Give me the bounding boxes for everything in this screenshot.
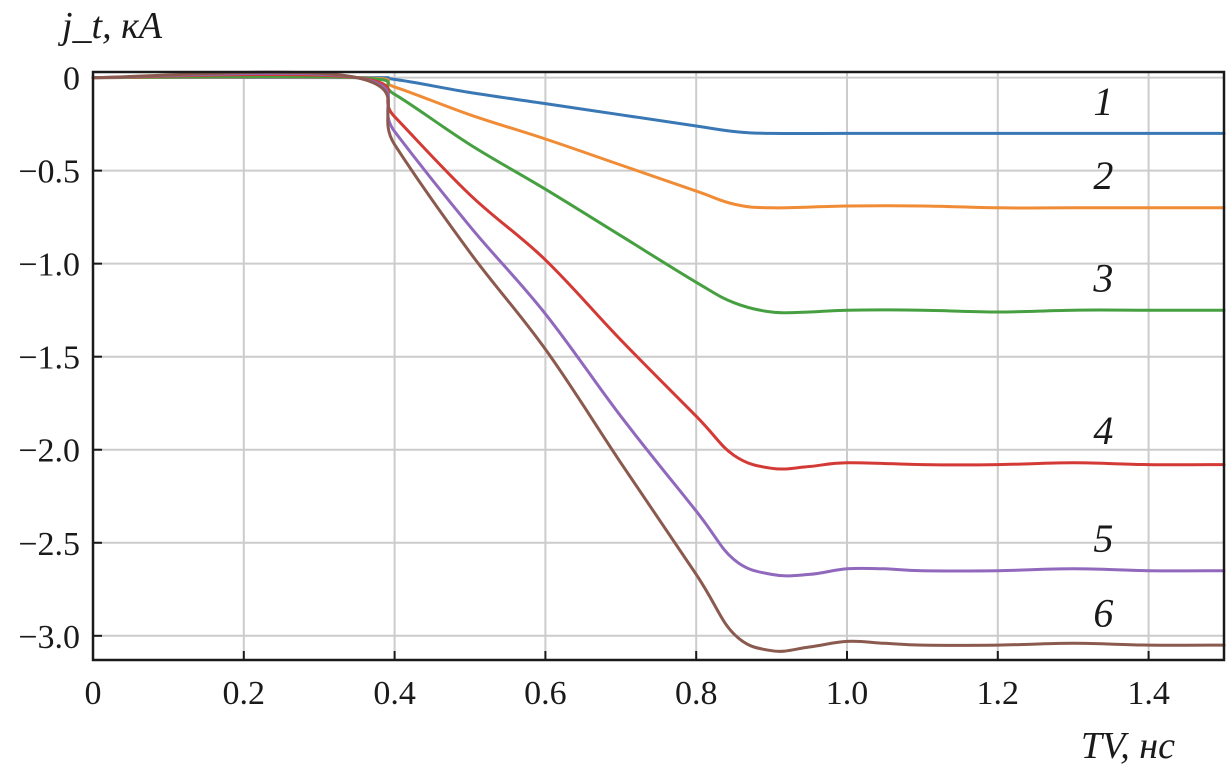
y-tick-label: −2.5 (18, 526, 80, 563)
y-axis-title: j_t, кА (57, 5, 163, 47)
x-tick-label: 0 (85, 675, 102, 712)
x-axis: 0 0.2 0.4 0.6 0.8 1.0 1.2 1.4 (85, 651, 1170, 712)
x-tick-label: 1.0 (826, 675, 869, 712)
y-tick-label: −1.5 (18, 340, 80, 377)
x-tick-label: 1.4 (1127, 675, 1170, 712)
grid (93, 72, 1224, 660)
series-label-4: 4 (1093, 408, 1113, 453)
series-label-1: 1 (1093, 79, 1113, 124)
series-group (91, 70, 1226, 653)
y-axis: 0 −0.5 −1.0 −1.5 −2.0 −2.5 −3.0 (18, 61, 102, 656)
series-label-6: 6 (1093, 591, 1113, 636)
y-tick-label: −3.0 (18, 619, 80, 656)
x-tick-label: 0.6 (524, 675, 567, 712)
x-tick-label: 1.2 (977, 675, 1020, 712)
x-tick-label: 0.8 (675, 675, 718, 712)
series-line-2 (91, 75, 1226, 210)
series-line-1 (91, 75, 1226, 136)
y-tick-label: −2.0 (18, 433, 80, 470)
series-line-3 (91, 74, 1226, 315)
series-line-6 (91, 70, 1226, 653)
y-tick-label: 0 (63, 61, 80, 98)
series-label-2: 2 (1093, 153, 1113, 198)
series-labels: 1 2 3 4 5 6 (1092, 79, 1113, 636)
plot-frame (91, 70, 1226, 662)
series-label-5: 5 (1093, 516, 1113, 561)
x-tick-label: 0.4 (373, 675, 416, 712)
series-label-3: 3 (1092, 256, 1113, 301)
x-axis-title: TV, нс (1081, 725, 1175, 767)
y-tick-label: −1.0 (18, 247, 80, 284)
y-tick-label: −0.5 (18, 154, 80, 191)
series-line-5 (91, 71, 1226, 578)
x-tick-label: 0.2 (223, 675, 266, 712)
